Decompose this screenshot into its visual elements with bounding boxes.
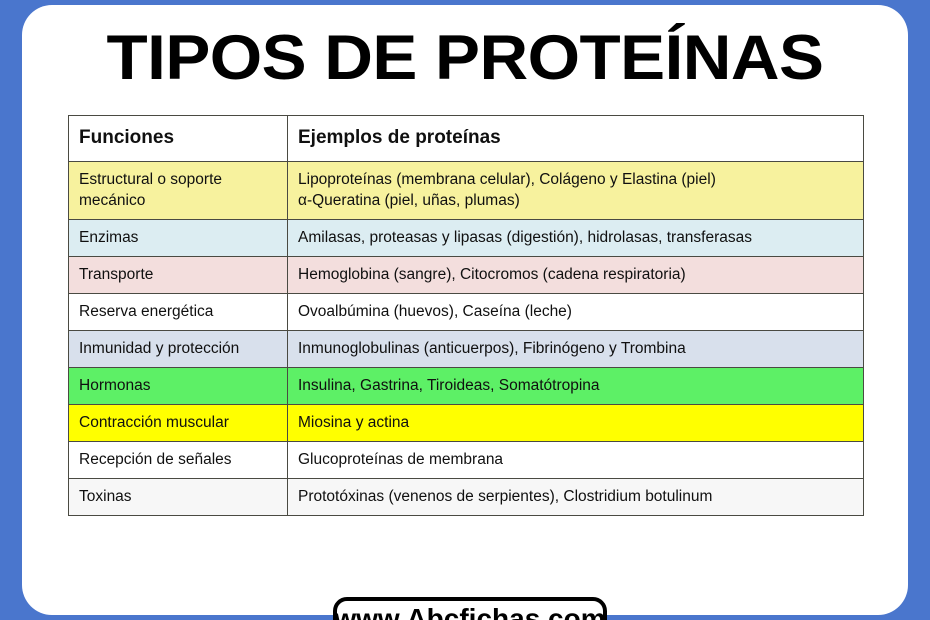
- page-title: TIPOS DE PROTEÍNAS: [106, 23, 824, 93]
- cell-funcion: Contracción muscular: [68, 404, 288, 442]
- cell-funcion: Reserva energética: [68, 293, 288, 331]
- cell-ejemplos: Glucoproteínas de membrana: [287, 441, 864, 479]
- table-row: Toxinas Prototóxinas (venenos de serpien…: [68, 478, 864, 516]
- cell-ejemplos: Inmunoglobulinas (anticuerpos), Fibrinóg…: [287, 330, 864, 368]
- cell-ejemplos: Ovoalbúmina (huevos), Caseína (leche): [287, 293, 864, 331]
- cell-ejemplos-line1: Lipoproteínas (membrana celular), Coláge…: [298, 171, 716, 188]
- cell-ejemplos: Insulina, Gastrina, Tiroideas, Somatótro…: [287, 367, 864, 405]
- table-row: Enzimas Amilasas, proteasas y lipasas (d…: [68, 219, 864, 257]
- site-watermark-label: www.Abcfichas.com: [334, 603, 606, 620]
- cell-ejemplos: Hemoglobina (sangre), Citocromos (cadena…: [287, 256, 864, 294]
- site-watermark-badge: www.Abcfichas.com: [333, 597, 607, 620]
- table-row: Estructural o soporte mecánico Lipoprote…: [68, 161, 864, 220]
- table-header-row: Funciones Ejemplos de proteínas: [68, 115, 864, 162]
- table-row: Hormonas Insulina, Gastrina, Tiroideas, …: [68, 367, 864, 405]
- table-row: Contracción muscular Miosina y actina: [68, 404, 864, 442]
- cell-ejemplos: Miosina y actina: [287, 404, 864, 442]
- cell-funcion: Transporte: [68, 256, 288, 294]
- table-row: Inmunidad y protección Inmunoglobulinas …: [68, 330, 864, 368]
- cell-funcion: Hormonas: [68, 367, 288, 405]
- table-row: Recepción de señales Glucoproteínas de m…: [68, 441, 864, 479]
- column-header-ejemplos: Ejemplos de proteínas: [287, 115, 864, 162]
- protein-types-table: Funciones Ejemplos de proteínas Estructu…: [68, 115, 864, 516]
- table-body: Estructural o soporte mecánico Lipoprote…: [68, 161, 864, 516]
- cell-funcion: Recepción de señales: [68, 441, 288, 479]
- cell-funcion: Inmunidad y protección: [68, 330, 288, 368]
- cell-ejemplos-line2: α-Queratina (piel, uñas, plumas): [298, 192, 520, 209]
- protein-types-table-container: Funciones Ejemplos de proteínas Estructu…: [68, 115, 864, 516]
- column-header-funciones: Funciones: [68, 115, 288, 162]
- table-row: Transporte Hemoglobina (sangre), Citocro…: [68, 256, 864, 294]
- cell-ejemplos: Lipoproteínas (membrana celular), Coláge…: [287, 161, 864, 220]
- table-row: Reserva energética Ovoalbúmina (huevos),…: [68, 293, 864, 331]
- poster-card: TIPOS DE PROTEÍNAS Funciones Ejemplos de…: [22, 5, 908, 615]
- cell-ejemplos: Prototóxinas (venenos de serpientes), Cl…: [287, 478, 864, 516]
- cell-funcion: Enzimas: [68, 219, 288, 257]
- cell-funcion: Estructural o soporte mecánico: [68, 161, 288, 220]
- cell-funcion: Toxinas: [68, 478, 288, 516]
- table-header: Funciones Ejemplos de proteínas: [68, 115, 864, 162]
- cell-ejemplos: Amilasas, proteasas y lipasas (digestión…: [287, 219, 864, 257]
